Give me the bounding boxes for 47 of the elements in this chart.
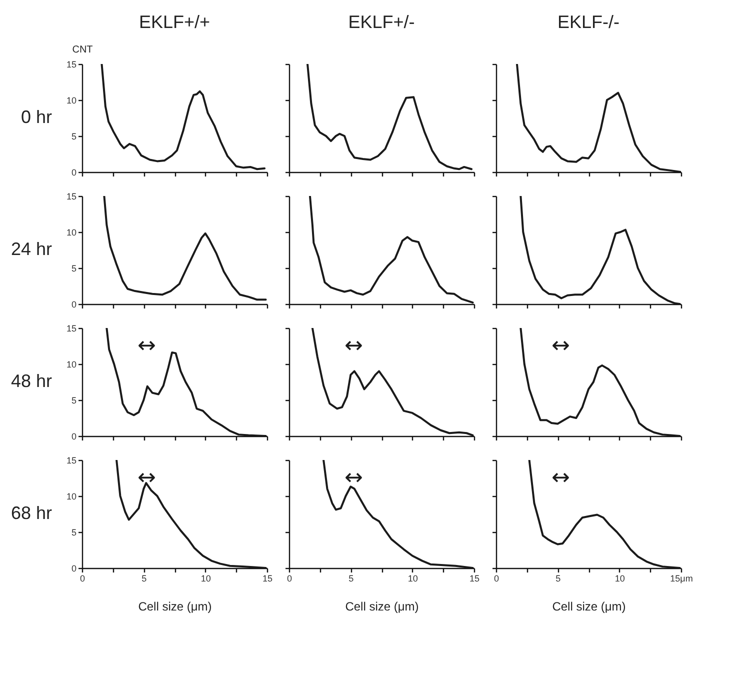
y-tick-label: 0 xyxy=(71,564,76,574)
x-axis-title: Cell size (μm) xyxy=(345,600,419,614)
y-tick-label: 10 xyxy=(66,228,76,238)
x-tick-label: 0 xyxy=(80,574,86,584)
y-tick-label: 15 xyxy=(66,60,76,70)
x-tick-label: 5 xyxy=(142,574,147,584)
y-tick-label: 15 xyxy=(66,324,76,334)
x-tick-label: 10 xyxy=(614,574,625,584)
text: 48 hr xyxy=(10,371,52,391)
y-tick-label: 15 xyxy=(66,456,76,466)
x-tick-label: 0 xyxy=(494,574,500,584)
y-axis-title: CNT xyxy=(72,44,93,56)
y-tick-label: 0 xyxy=(71,168,76,178)
chart-title: EKLF+/+ xyxy=(138,11,212,34)
x-tick-label: 15 xyxy=(469,574,480,584)
y-tick-label: 0 xyxy=(71,300,76,310)
annotation: ↔ xyxy=(344,333,363,358)
x-axis-title: Cell size (μm) xyxy=(552,600,626,614)
annotation: ↔ xyxy=(552,465,570,490)
y-tick-label: 5 xyxy=(71,528,76,538)
text: 0 hr xyxy=(20,107,52,127)
chart-title: EKLF+/- xyxy=(347,11,416,34)
y-tick-label: 5 xyxy=(71,132,76,142)
x-tick-label: 5 xyxy=(348,574,354,584)
line-series xyxy=(103,196,267,301)
y-tick-label: 5 xyxy=(71,396,76,406)
annotation: ↔ xyxy=(138,465,156,490)
annotation: ↔ xyxy=(344,465,363,490)
y-tick-label: 15 xyxy=(66,192,76,202)
y-tick-label: 10 xyxy=(66,492,76,502)
y-tick-label: 5 xyxy=(71,264,76,274)
line-series xyxy=(100,64,266,170)
annotation: ↔ xyxy=(138,333,156,358)
x-tick-label: 0 xyxy=(286,574,292,584)
y-tick-label: 10 xyxy=(66,360,76,370)
x-tick-label: 10 xyxy=(200,574,211,584)
x-axis-title: Cell size (μm) xyxy=(138,600,212,614)
chart-title: EKLF-/- xyxy=(556,11,620,34)
y-tick-label: 0 xyxy=(71,432,76,442)
text: 24 hr xyxy=(10,239,52,259)
x-tick-label: 10 xyxy=(408,574,418,584)
annotation: ↔ xyxy=(552,333,570,358)
x-tick-label: 15μm xyxy=(670,574,693,584)
x-tick-label: 15 xyxy=(262,574,273,584)
text: 68 hr xyxy=(10,503,52,523)
x-tick-label: 5 xyxy=(556,574,561,584)
y-tick-label: 10 xyxy=(66,96,76,106)
